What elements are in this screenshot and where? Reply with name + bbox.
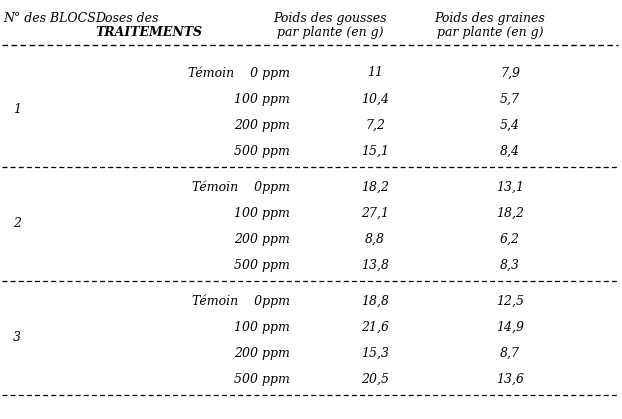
Text: 100 ppm: 100 ppm — [234, 321, 290, 334]
Text: 3: 3 — [13, 331, 21, 344]
Text: 100 ppm: 100 ppm — [234, 93, 290, 106]
Text: 10,4: 10,4 — [361, 93, 389, 106]
Text: par plante (en g): par plante (en g) — [437, 26, 543, 39]
Text: Témoin    0 ppm: Témoin 0 ppm — [188, 66, 290, 80]
Text: 7,9: 7,9 — [500, 67, 520, 80]
Text: par plante (en g): par plante (en g) — [277, 26, 383, 39]
Text: 8,3: 8,3 — [500, 259, 520, 272]
Text: 7,2: 7,2 — [365, 119, 385, 132]
Text: 100 ppm: 100 ppm — [234, 207, 290, 220]
Text: 27,1: 27,1 — [361, 207, 389, 220]
Text: 8,4: 8,4 — [500, 145, 520, 158]
Text: 1: 1 — [13, 103, 21, 116]
Text: 500 ppm: 500 ppm — [234, 145, 290, 158]
Text: 18,2: 18,2 — [361, 181, 389, 194]
Text: 6,2: 6,2 — [500, 233, 520, 246]
Text: Poids des graines: Poids des graines — [435, 12, 545, 25]
Text: Poids des gousses: Poids des gousses — [273, 12, 387, 25]
Text: Témoin    0ppm: Témoin 0ppm — [192, 294, 290, 308]
Text: Doses des: Doses des — [95, 12, 159, 25]
Text: 18,2: 18,2 — [496, 207, 524, 220]
Text: TRAITEMENTS: TRAITEMENTS — [95, 26, 202, 39]
Text: 5,7: 5,7 — [500, 93, 520, 106]
Text: 13,6: 13,6 — [496, 372, 524, 385]
Text: 15,1: 15,1 — [361, 145, 389, 158]
Text: 15,3: 15,3 — [361, 347, 389, 360]
Text: 8,7: 8,7 — [500, 347, 520, 360]
Text: N° des BLOCS: N° des BLOCS — [3, 12, 96, 25]
Text: 18,8: 18,8 — [361, 295, 389, 308]
Text: 200 ppm: 200 ppm — [234, 347, 290, 360]
Text: 5,4: 5,4 — [500, 119, 520, 132]
Text: 13,8: 13,8 — [361, 259, 389, 272]
Text: Témoin    0ppm: Témoin 0ppm — [192, 180, 290, 194]
Text: 200 ppm: 200 ppm — [234, 119, 290, 132]
Text: 500 ppm: 500 ppm — [234, 259, 290, 272]
Text: 20,5: 20,5 — [361, 372, 389, 385]
Text: 13,1: 13,1 — [496, 181, 524, 194]
Text: 14,9: 14,9 — [496, 321, 524, 334]
Text: 2: 2 — [13, 217, 21, 230]
Text: 21,6: 21,6 — [361, 321, 389, 334]
Text: 200 ppm: 200 ppm — [234, 233, 290, 246]
Text: 11: 11 — [367, 67, 383, 80]
Text: 12,5: 12,5 — [496, 295, 524, 308]
Text: 500 ppm: 500 ppm — [234, 372, 290, 385]
Text: 8,8: 8,8 — [365, 233, 385, 246]
